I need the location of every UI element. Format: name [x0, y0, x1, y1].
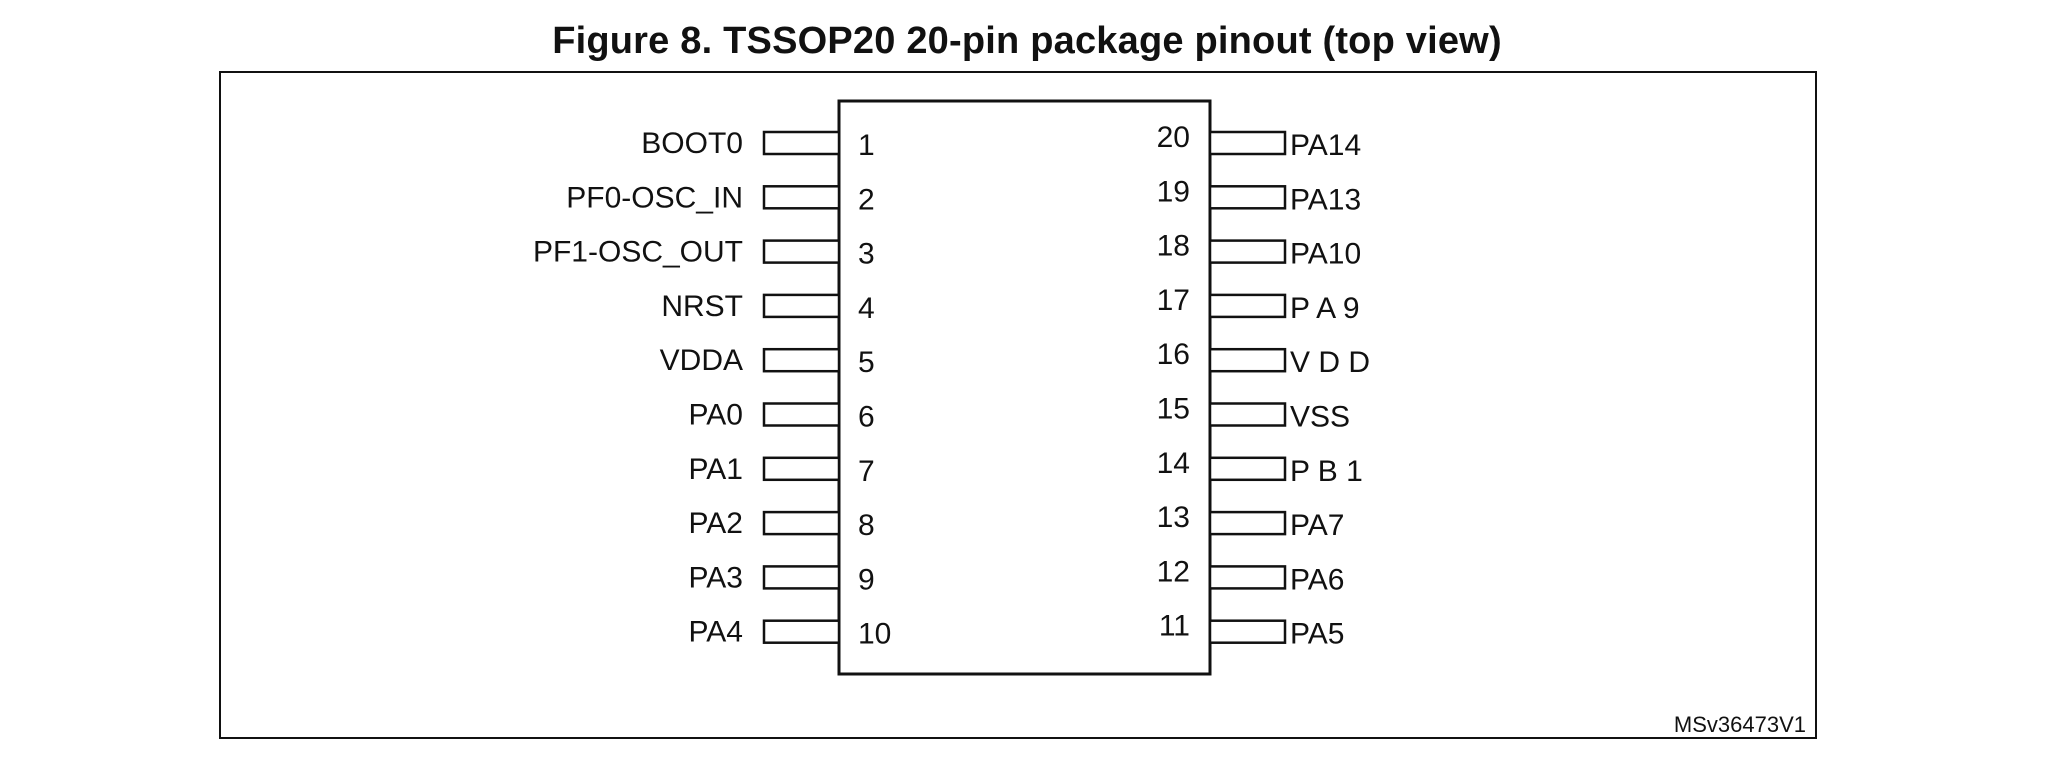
pin-label: PA1 — [689, 453, 743, 486]
pin-label: PA7 — [1290, 509, 1344, 542]
pin-lead-right — [1208, 347, 1287, 373]
pin-lead-right — [1208, 130, 1287, 156]
pin-label: VSS — [1290, 401, 1350, 434]
pin-lead-left — [762, 619, 841, 644]
pin-label: PA4 — [689, 616, 743, 649]
pin-lead-right — [1208, 619, 1287, 644]
pin-label: P B 1 — [1290, 455, 1363, 488]
pin-number: 12 — [1157, 555, 1190, 588]
pin-label: PA13 — [1290, 183, 1361, 216]
pin-lead-right — [1208, 510, 1287, 536]
pin-number: 5 — [858, 346, 875, 379]
pin-label: PA5 — [1290, 618, 1344, 651]
pin-number: 13 — [1157, 501, 1190, 534]
pin-lead-right — [1208, 239, 1287, 264]
pin-label: PA2 — [689, 507, 743, 540]
pin-number: 9 — [858, 563, 875, 596]
pin-lead-left — [762, 402, 841, 427]
pin-number: 2 — [858, 183, 875, 216]
pin-number: 11 — [1159, 610, 1190, 643]
pin-number: 4 — [858, 292, 875, 325]
pin-lead-left — [762, 185, 841, 210]
pin-label: PF0-OSC_IN — [566, 181, 743, 214]
pin-lead-right — [1208, 185, 1287, 210]
pin-label: BOOT0 — [641, 127, 743, 160]
ic-package-body — [837, 99, 1212, 676]
pin-lead-left — [762, 130, 841, 156]
pin-label: VDDA — [660, 344, 743, 377]
pin-lead-left — [762, 239, 841, 264]
right-pin-column: PA14 20 PA13 19 PA10 18 P A 9 17 V D D 16 VSS 15 P B… — [1157, 121, 1370, 651]
pin-number: 16 — [1157, 338, 1190, 371]
pin-label: V D D — [1290, 346, 1370, 379]
pin-number: 20 — [1157, 121, 1190, 154]
pin-label: PA3 — [689, 561, 743, 594]
pin-label: P A 9 — [1290, 292, 1360, 325]
pin-number: 14 — [1157, 447, 1190, 480]
figure-reference-code: MSv36473V1 — [1674, 712, 1806, 737]
pin-lead-right — [1208, 402, 1287, 427]
figure-frame — [219, 71, 1817, 739]
pin-number: 6 — [858, 401, 875, 434]
pin-lead-right — [1208, 565, 1287, 590]
pin-lead-left — [762, 456, 841, 482]
pin-number: 10 — [858, 618, 891, 651]
pin-lead-right — [1208, 456, 1287, 482]
pin-number: 7 — [858, 455, 875, 488]
pin-label: PA6 — [1290, 563, 1344, 596]
pin-number: 17 — [1157, 284, 1190, 317]
pin-lead-left — [762, 510, 841, 536]
pin-number: 18 — [1157, 230, 1190, 263]
pin-label: PA14 — [1290, 129, 1361, 162]
pin-number: 3 — [858, 238, 875, 271]
pin-label: PF1-OSC_OUT — [533, 236, 743, 269]
figure-title: Figure 8. TSSOP20 20-pin package pinout … — [552, 20, 1502, 62]
pin-lead-right — [1208, 293, 1287, 319]
pin-label: PA0 — [689, 399, 743, 432]
pin-lead-left — [762, 293, 841, 319]
pin-number: 8 — [858, 509, 875, 542]
pin-label: PA10 — [1290, 238, 1361, 271]
pin-number: 1 — [858, 129, 875, 162]
left-pin-column: BOOT0 1 PF0-OSC_IN 2 PF1-OSC_OUT 3 NRST 4 VDDA 5 P… — [533, 127, 891, 651]
pin-label: NRST — [661, 290, 743, 323]
pin-lead-left — [762, 565, 841, 590]
pin-number: 15 — [1157, 393, 1190, 426]
pin-number: 19 — [1157, 175, 1190, 208]
pin-lead-left — [762, 347, 841, 373]
